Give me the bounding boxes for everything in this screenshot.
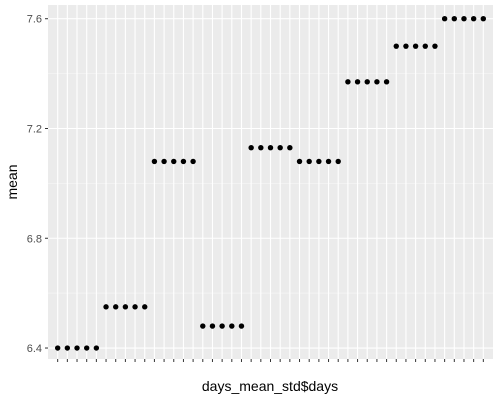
data-point — [74, 345, 80, 351]
data-point — [219, 323, 225, 329]
data-point — [335, 158, 341, 165]
data-point — [258, 144, 264, 151]
data-point — [383, 79, 390, 85]
data-point — [103, 304, 109, 310]
data-point — [142, 304, 148, 310]
data-point — [325, 158, 332, 165]
data-point — [470, 16, 477, 22]
data-point — [180, 158, 187, 165]
data-point — [200, 323, 206, 329]
data-points — [54, 16, 487, 351]
data-point — [209, 323, 216, 329]
data-point — [403, 43, 409, 49]
data-point — [306, 158, 312, 165]
data-point — [248, 144, 254, 151]
data-point — [54, 345, 61, 351]
data-point — [93, 345, 100, 351]
x-axis-title: days_mean_std$days — [202, 378, 338, 394]
data-point — [451, 16, 458, 22]
data-point — [374, 79, 380, 85]
data-point — [83, 345, 90, 351]
data-point — [229, 323, 235, 329]
data-point — [151, 158, 158, 165]
y-tick-label: 7.2 — [27, 123, 42, 135]
x-axis-ticks — [57, 359, 484, 362]
y-axis-ticks: 6.4 6.8 7.2 7.6 — [27, 14, 48, 355]
data-point — [238, 323, 245, 329]
y-tick-label: 6.8 — [27, 233, 42, 245]
data-point — [422, 43, 428, 49]
data-point — [364, 79, 370, 85]
data-point — [432, 43, 438, 49]
grid-major — [48, 5, 493, 359]
data-point — [412, 43, 419, 49]
data-point — [122, 304, 129, 310]
data-point — [267, 144, 274, 151]
data-point — [316, 158, 322, 165]
y-axis-title: mean — [4, 164, 20, 199]
data-point — [132, 304, 138, 310]
data-point — [441, 16, 448, 22]
data-point — [287, 144, 293, 151]
data-point — [345, 79, 351, 85]
data-point — [161, 158, 167, 165]
data-point — [393, 43, 399, 49]
data-point — [461, 16, 467, 22]
data-point — [277, 144, 283, 151]
data-point — [354, 79, 361, 85]
data-point — [296, 158, 303, 165]
data-point — [480, 16, 487, 22]
data-point — [113, 304, 119, 310]
y-tick-label: 6.4 — [27, 343, 42, 355]
data-point — [64, 345, 71, 351]
y-tick-label: 7.6 — [27, 14, 42, 26]
data-point — [190, 158, 196, 165]
data-point — [171, 158, 177, 165]
